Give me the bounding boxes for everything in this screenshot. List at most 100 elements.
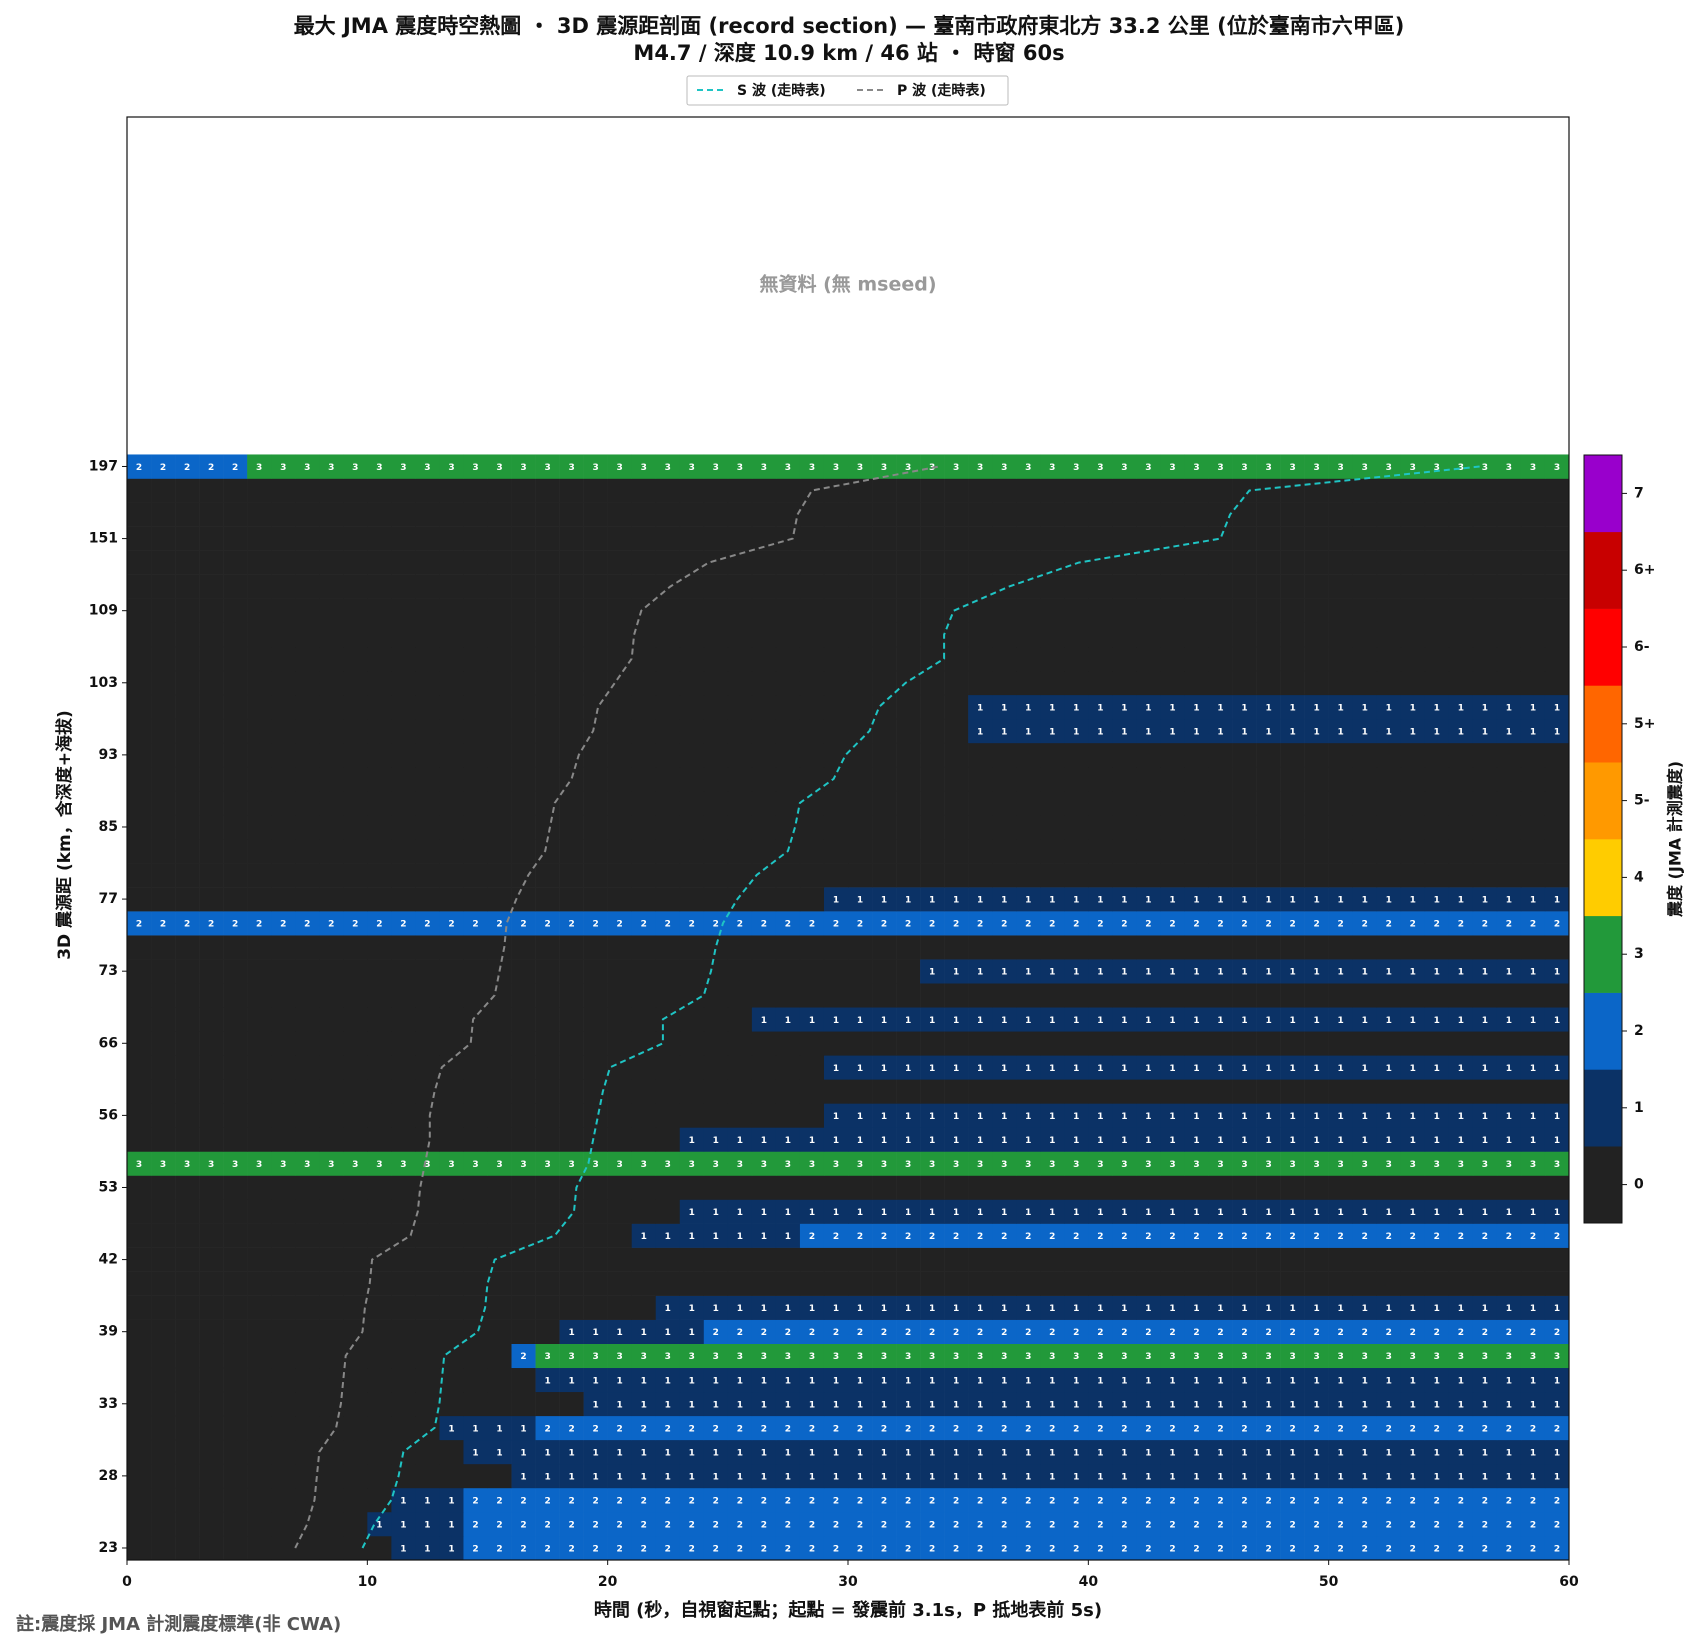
heatmap-cell [535,1487,560,1513]
cell-label: 2 [1338,1328,1344,1338]
heatmap-cell [607,718,632,744]
heatmap-cell [1016,1535,1041,1561]
y-tick-label: 77 [99,891,118,907]
heatmap-cell [1328,502,1353,527]
heatmap-cell [343,622,368,648]
heatmap-cell [1136,1079,1161,1104]
heatmap-cell [1496,1247,1522,1272]
cell-label: 2 [929,1232,935,1242]
heatmap-cell [391,935,416,960]
heatmap-cell [799,1343,825,1369]
heatmap-cell [295,1151,320,1176]
heatmap-cell [343,742,368,768]
heatmap-cell [391,1415,416,1441]
cell-label: 1 [1097,703,1103,713]
heatmap-cell [1328,1343,1353,1369]
cell-label: 2 [1169,1424,1175,1434]
heatmap-cell [727,1079,753,1104]
cell-label: 1 [1554,968,1560,978]
heatmap-cell [463,1439,488,1465]
heatmap-cell [896,1127,921,1152]
cell-label: 2 [1434,1328,1440,1338]
heatmap-cell [607,1247,632,1272]
cell-label: 1 [1217,1448,1223,1458]
heatmap-cell [559,550,584,575]
heatmap-cell [1016,1127,1041,1152]
cell-label: 1 [496,1448,502,1458]
heatmap-cell [896,1295,921,1320]
heatmap-cell [223,1367,248,1393]
heatmap-cell [127,887,152,912]
heatmap-cell [992,1247,1017,1272]
heatmap-cell [535,598,560,623]
heatmap-cell [992,550,1017,575]
heatmap-cell [367,1511,392,1537]
cell-label: 3 [160,1160,166,1170]
heatmap-cell [583,1415,608,1441]
heatmap-cell [1016,574,1041,599]
heatmap-cell [1448,766,1474,792]
heatmap-cell [1160,670,1185,696]
cell-label: 1 [1097,1448,1103,1458]
heatmap-cell [1424,502,1450,527]
heatmap-cell [223,814,248,840]
cell-label: 2 [857,1520,863,1530]
heatmap-cell [1112,1055,1137,1080]
heatmap-cell [1280,935,1305,960]
heatmap-cell [1544,863,1570,888]
cell-label: 1 [713,1448,719,1458]
heatmap-cell [968,1031,993,1056]
heatmap-cell [920,983,945,1008]
heatmap-cell [247,983,272,1008]
cell-label: 1 [1362,1136,1368,1146]
cell-label: 1 [1121,968,1127,978]
heatmap-cell [1544,1367,1570,1393]
heatmap-cell [1304,1079,1329,1104]
heatmap-cell [415,766,440,792]
cell-label: 2 [905,1496,911,1506]
heatmap-cell [415,646,440,672]
heatmap-cell [175,1391,200,1417]
cell-label: 1 [617,1448,623,1458]
heatmap-cell [223,646,248,672]
heatmap-cell [1376,1511,1402,1537]
heatmap-cell [1256,1343,1281,1369]
heatmap-cell [415,1463,440,1489]
heatmap-cell [703,1319,729,1344]
heatmap-cell [727,1151,753,1176]
cell-label: 1 [905,1376,911,1386]
heatmap-cell [1280,1511,1305,1537]
heatmap-cell [535,1103,560,1128]
heatmap-cell [1352,742,1378,768]
cell-label: 3 [809,463,815,473]
heatmap-cell [1088,646,1113,672]
heatmap-cell [1256,1199,1281,1224]
heatmap-cell [1160,1415,1185,1441]
heatmap-cell [607,887,632,912]
heatmap-cell [848,1175,873,1200]
heatmap-cell [920,1439,945,1465]
heatmap-cell [127,598,152,623]
heatmap-cell [367,1535,392,1561]
heatmap-cell [439,598,464,623]
heatmap-cell [607,1079,632,1104]
heatmap-cell [1352,1247,1378,1272]
cell-label: 3 [1049,1352,1055,1362]
heatmap-cell [1520,478,1546,503]
cell-label: 1 [448,1544,454,1554]
cell-label: 3 [1145,1160,1151,1170]
heatmap-cell [439,502,464,527]
heatmap-cell [1304,1247,1329,1272]
cell-label: 1 [977,1208,983,1218]
heatmap-cell [1232,935,1257,960]
heatmap-cell [1544,790,1570,816]
heatmap-cell [127,670,152,696]
heatmap-cell [968,839,993,864]
heatmap-cell [367,1343,392,1369]
heatmap-cell [223,622,248,648]
cell-label: 2 [568,920,574,930]
heatmap-cell [271,1391,296,1417]
cell-label: 2 [1001,1328,1007,1338]
cell-label: 1 [761,1136,767,1146]
heatmap-cell [535,983,560,1008]
